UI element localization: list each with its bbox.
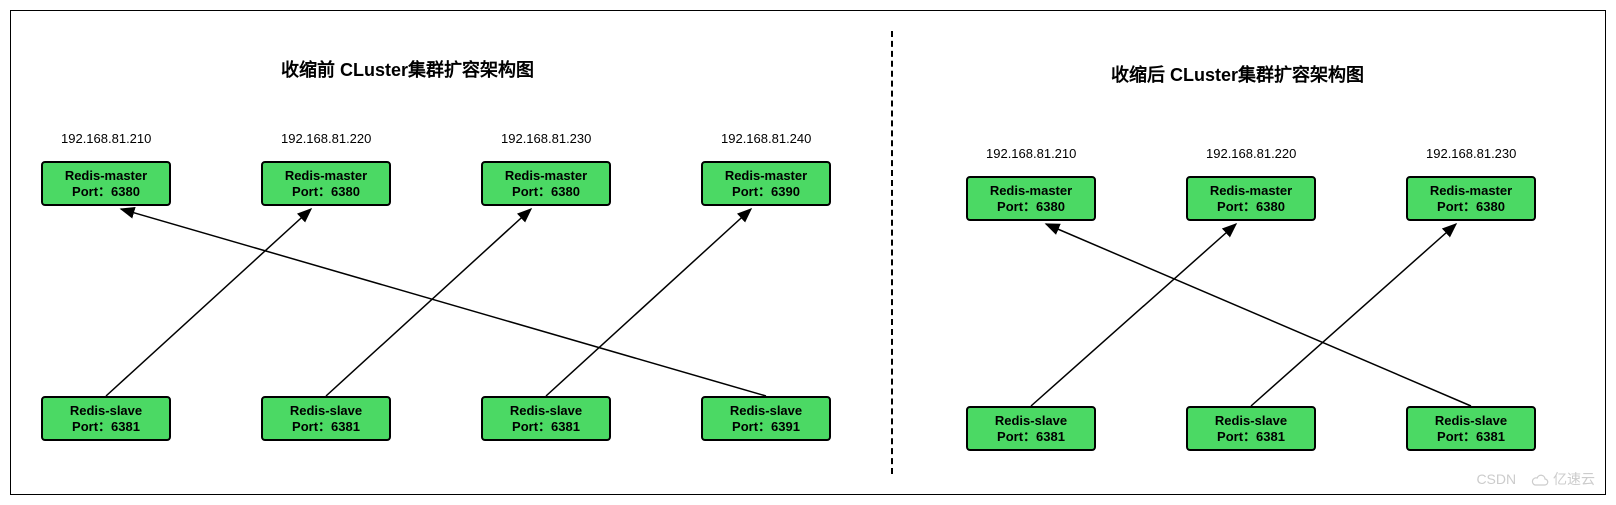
slave-node: Redis-slave Port：6381 [41, 396, 171, 441]
node-port: Port：6381 [483, 419, 609, 435]
master-node: Redis-master Port：6380 [1406, 176, 1536, 221]
slave-node: Redis-slave Port：6381 [1186, 406, 1316, 451]
node-name: Redis-slave [968, 413, 1094, 429]
slave-node: Redis-slave Port：6381 [966, 406, 1096, 451]
watermark-csdn: CSDN [1476, 471, 1516, 487]
node-port: Port：6380 [968, 199, 1094, 215]
master-node: Redis-master Port：6380 [966, 176, 1096, 221]
master-node: Redis-master Port：6390 [701, 161, 831, 206]
node-port: Port：6380 [1408, 199, 1534, 215]
node-port: Port：6381 [263, 419, 389, 435]
ip-label: 192.168.81.230 [1426, 146, 1516, 161]
node-name: Redis-master [263, 168, 389, 184]
edge [1031, 224, 1236, 406]
edge [106, 209, 311, 396]
node-port: Port：6380 [483, 184, 609, 200]
node-port: Port：6381 [1408, 429, 1534, 445]
slave-node: Redis-slave Port：6381 [481, 396, 611, 441]
slave-node: Redis-slave Port：6391 [701, 396, 831, 441]
slave-node: Redis-slave Port：6381 [261, 396, 391, 441]
node-port: Port：6380 [263, 184, 389, 200]
node-name: Redis-master [483, 168, 609, 184]
node-name: Redis-master [703, 168, 829, 184]
node-port: Port：6380 [1188, 199, 1314, 215]
ip-label: 192.168.81.220 [1206, 146, 1296, 161]
ip-label: 192.168.81.210 [61, 131, 151, 146]
edge [1251, 224, 1456, 406]
panel-divider [891, 31, 893, 474]
master-node: Redis-master Port：6380 [481, 161, 611, 206]
node-name: Redis-slave [703, 403, 829, 419]
node-port: Port：6381 [968, 429, 1094, 445]
node-port: Port：6390 [703, 184, 829, 200]
master-node: Redis-master Port：6380 [261, 161, 391, 206]
node-name: Redis-master [968, 183, 1094, 199]
diagram-container: 收缩前 CLuster集群扩容架构图 192.168.81.210 Redis-… [10, 10, 1606, 495]
node-name: Redis-slave [43, 403, 169, 419]
node-name: Redis-master [1188, 183, 1314, 199]
ip-label: 192.168.81.220 [281, 131, 371, 146]
node-name: Redis-slave [483, 403, 609, 419]
node-name: Redis-slave [263, 403, 389, 419]
node-port: Port：6381 [1188, 429, 1314, 445]
master-node: Redis-master Port：6380 [1186, 176, 1316, 221]
edge [1046, 224, 1471, 406]
edge [121, 209, 766, 396]
watermark: CSDN 亿速云 [1476, 469, 1595, 489]
ip-label: 192.168.81.210 [986, 146, 1076, 161]
node-name: Redis-master [43, 168, 169, 184]
node-port: Port：6391 [703, 419, 829, 435]
edge [546, 209, 751, 396]
edge [326, 209, 531, 396]
right-title: 收缩后 CLuster集群扩容架构图 [1111, 61, 1364, 87]
node-name: Redis-slave [1188, 413, 1314, 429]
node-port: Port：6380 [43, 184, 169, 200]
ip-label: 192.168.81.240 [721, 131, 811, 146]
watermark-other: 亿速云 [1531, 469, 1595, 489]
node-name: Redis-slave [1408, 413, 1534, 429]
ip-label: 192.168.81.230 [501, 131, 591, 146]
node-port: Port：6381 [43, 419, 169, 435]
master-node: Redis-master Port：6380 [41, 161, 171, 206]
node-name: Redis-master [1408, 183, 1534, 199]
left-title: 收缩前 CLuster集群扩容架构图 [281, 56, 534, 82]
slave-node: Redis-slave Port：6381 [1406, 406, 1536, 451]
